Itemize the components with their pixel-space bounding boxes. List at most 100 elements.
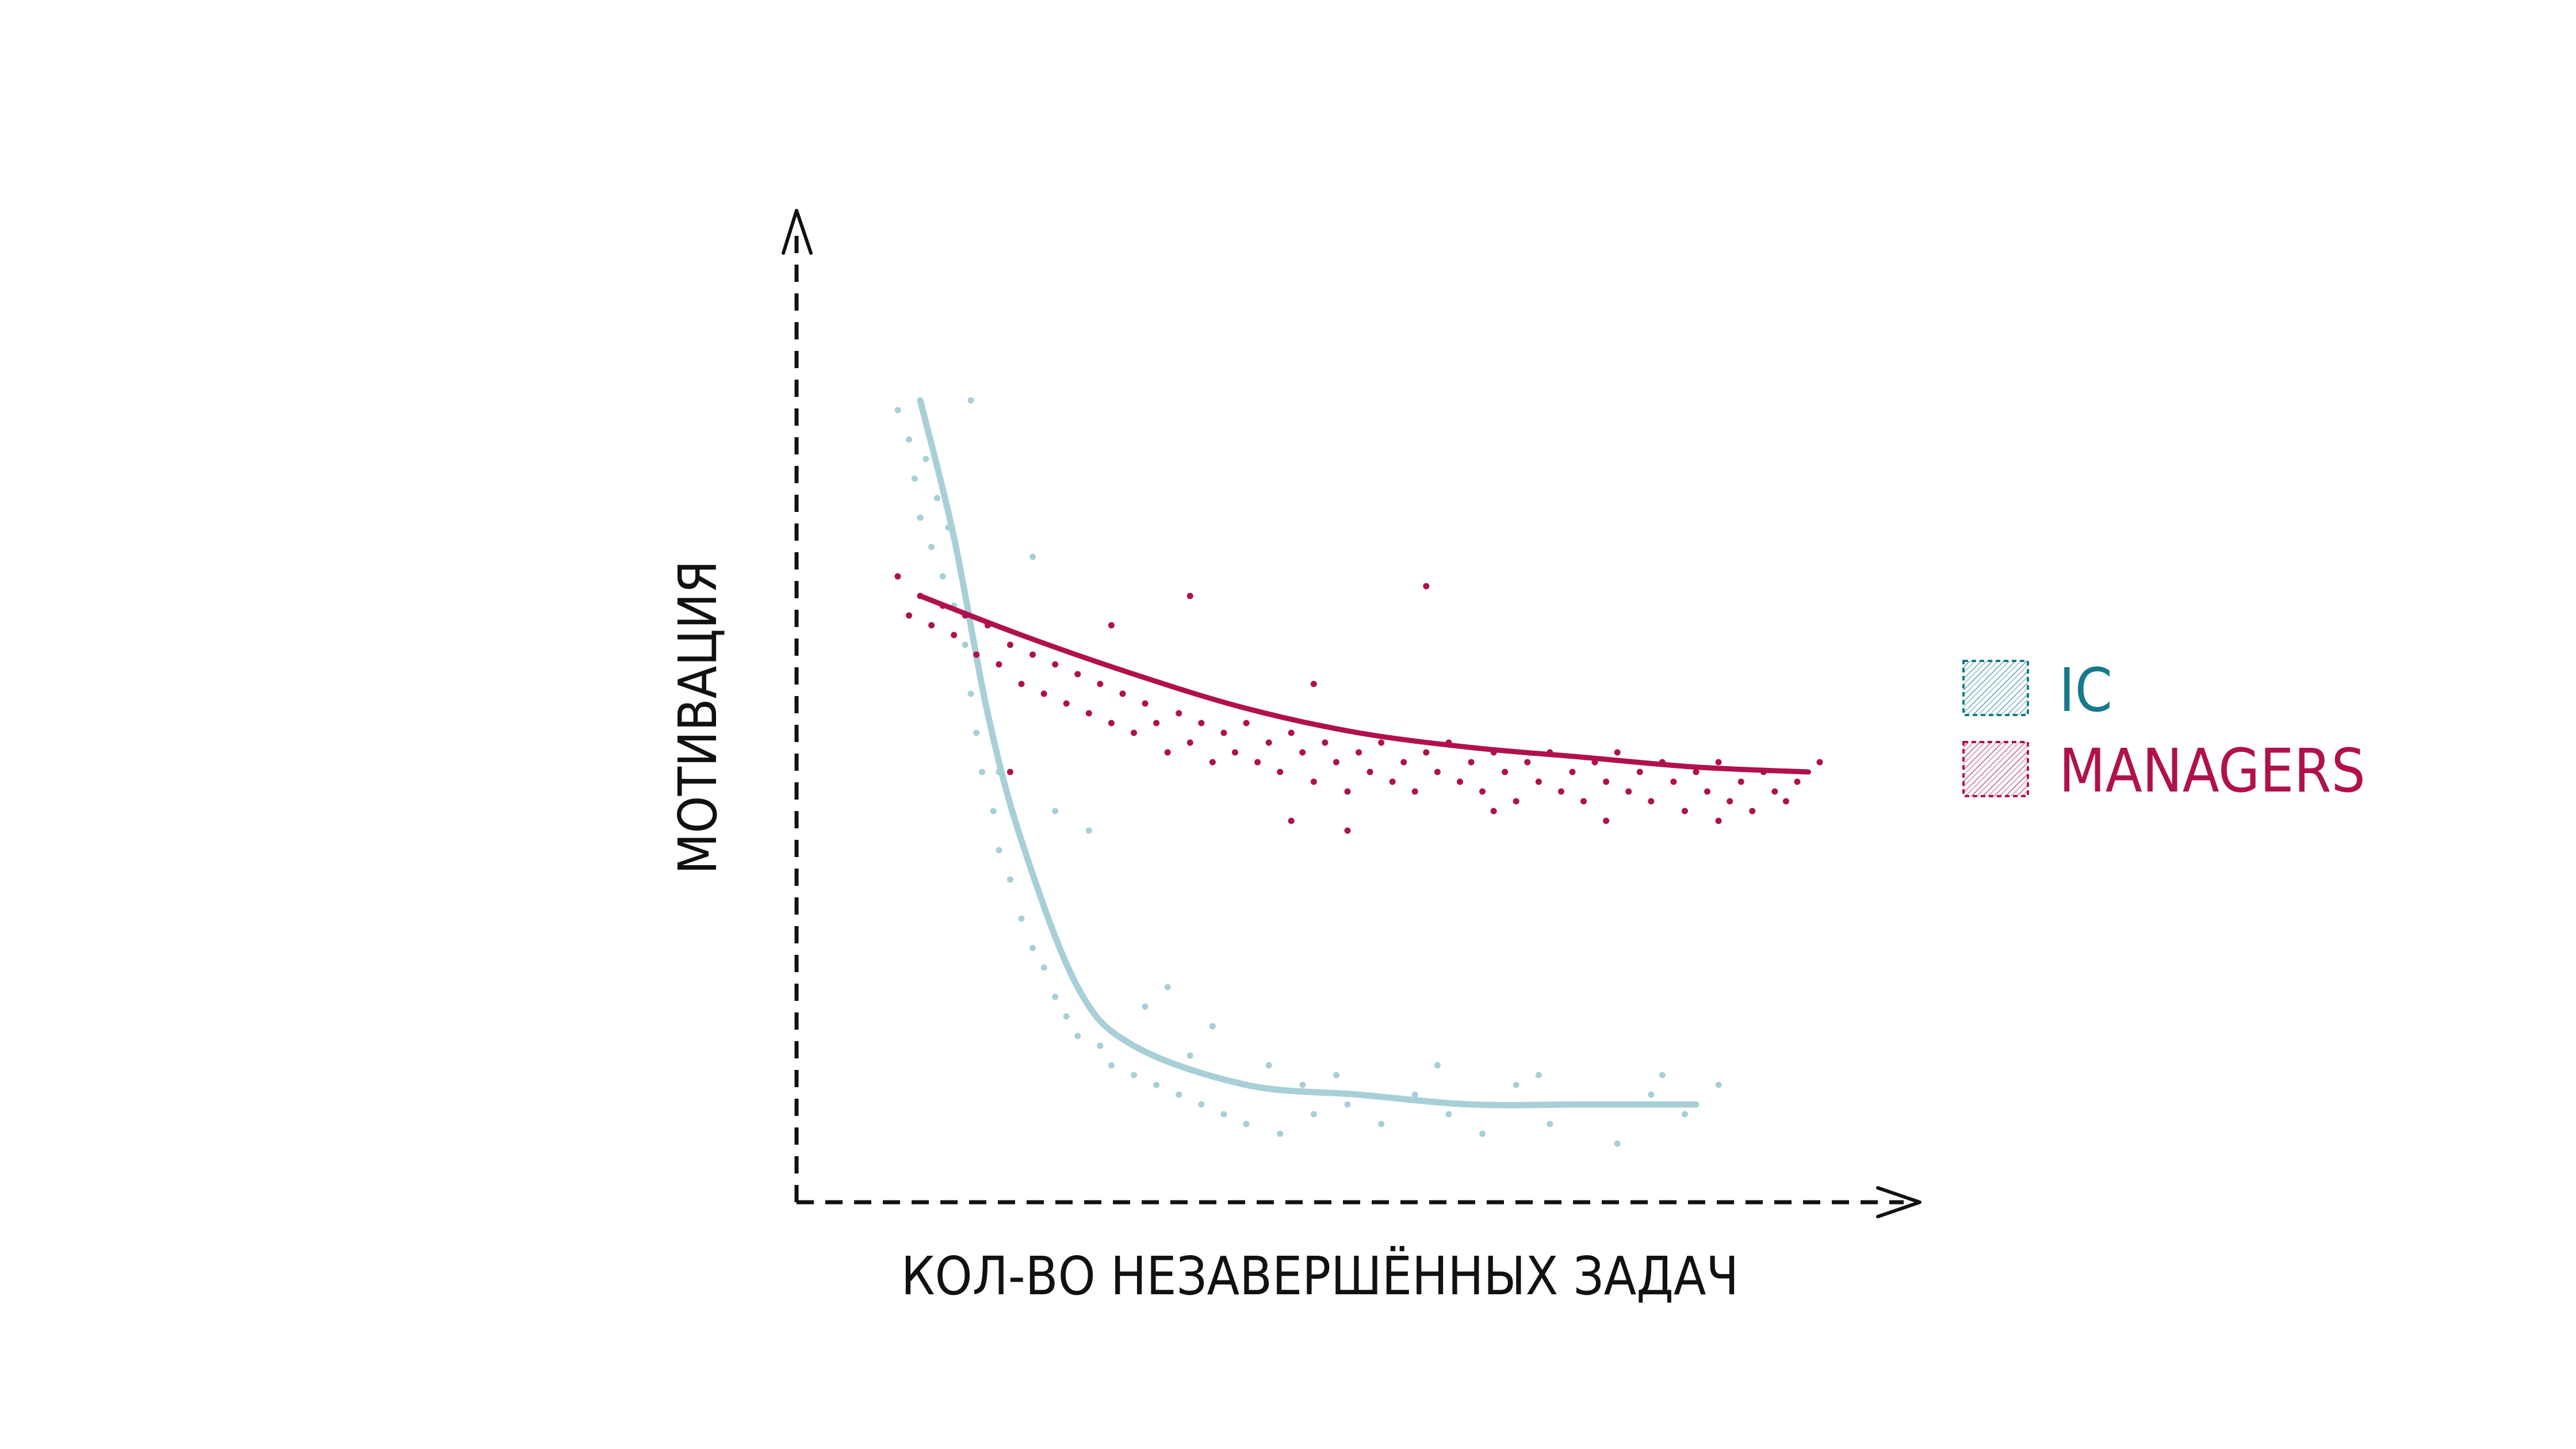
data-point-managers-75	[1737, 778, 1744, 785]
data-point-managers-55	[1513, 798, 1519, 805]
data-point-managers-46	[1411, 788, 1418, 795]
data-point-managers-3	[928, 622, 935, 629]
data-point-ic-5	[928, 544, 935, 550]
data-point-ic-58	[1209, 1023, 1216, 1030]
data-point-ic-10	[962, 641, 969, 648]
data-point-managers-61	[1580, 798, 1587, 805]
data-point-ic-59	[1299, 1081, 1306, 1088]
data-point-ic-17	[1018, 915, 1025, 922]
data-point-ic-28	[1198, 1101, 1205, 1108]
data-point-ic-27	[1176, 1091, 1182, 1098]
data-point-managers-30	[1231, 749, 1238, 756]
data-point-ic-47	[1052, 808, 1059, 815]
data-point-ic-16	[1006, 876, 1013, 883]
data-point-managers-19	[1108, 720, 1115, 727]
data-point-ic-44	[1715, 1081, 1722, 1088]
data-point-ic-13	[979, 769, 986, 775]
data-point-ic-14	[990, 808, 997, 815]
data-point-managers-9	[996, 661, 1002, 668]
data-point-ic-4	[923, 456, 929, 462]
data-point-managers-59	[1557, 788, 1564, 795]
data-point-ic-6	[933, 495, 940, 502]
data-point-managers-37	[1310, 778, 1317, 785]
data-point-managers-63	[1603, 778, 1610, 785]
data-point-managers-85	[1006, 769, 1013, 775]
y-axis-label: МОТИВАЦИЯ	[667, 560, 729, 874]
data-point-managers-18	[1097, 680, 1104, 687]
data-point-ic-53	[1333, 1072, 1339, 1079]
data-point-ic-19	[1040, 964, 1047, 971]
data-point-managers-79	[1782, 798, 1789, 805]
data-point-managers-11	[1018, 680, 1025, 687]
data-point-ic-50	[1142, 1003, 1149, 1010]
data-point-ic-39	[1547, 1121, 1553, 1127]
data-point-ic-25	[1131, 1072, 1137, 1079]
data-point-managers-72	[1704, 788, 1711, 795]
data-point-ic-24	[1108, 1062, 1115, 1069]
data-point-ic-15	[996, 847, 1002, 854]
data-point-ic-54	[1434, 1062, 1441, 1069]
data-point-managers-43	[1378, 739, 1385, 746]
data-point-managers-10	[1006, 641, 1013, 648]
data-point-managers-27	[1198, 720, 1205, 727]
data-point-managers-88	[1288, 817, 1295, 824]
data-point-ic-21	[1063, 1013, 1070, 1020]
data-point-ic-31	[1277, 1130, 1284, 1137]
data-point-managers-14	[1052, 661, 1059, 668]
data-point-ic-29	[1220, 1111, 1227, 1118]
data-point-ic-23	[1097, 1042, 1104, 1049]
data-point-managers-90	[1603, 817, 1610, 824]
data-point-managers-13	[1040, 690, 1047, 697]
data-point-ic-11	[967, 690, 974, 697]
data-point-managers-23	[1153, 720, 1160, 727]
data-point-managers-15	[1063, 700, 1070, 707]
legend-item-ic: IC	[1962, 655, 2112, 725]
data-point-managers-52	[1479, 788, 1486, 795]
data-point-ic-41	[1614, 1140, 1621, 1147]
series-managers	[894, 573, 1823, 834]
data-point-managers-20	[1119, 690, 1126, 697]
data-point-managers-78	[1771, 788, 1778, 795]
y-axis-arrow	[782, 209, 813, 255]
data-point-managers-69	[1670, 778, 1677, 785]
data-point-managers-7	[973, 651, 980, 658]
data-point-ic-20	[1052, 993, 1059, 1000]
data-point-managers-71	[1693, 769, 1700, 775]
data-point-managers-5	[951, 632, 958, 639]
data-point-ic-46	[1029, 553, 1036, 560]
data-point-ic-7	[939, 573, 946, 580]
data-point-managers-87	[1108, 622, 1115, 629]
data-point-managers-80	[1794, 778, 1801, 785]
data-point-ic-48	[1085, 827, 1092, 834]
data-point-ic-45	[967, 397, 974, 404]
data-point-managers-89	[1490, 808, 1497, 815]
data-point-ic-32	[1310, 1111, 1317, 1118]
data-point-managers-42	[1367, 769, 1373, 775]
data-point-ic-38	[1513, 1081, 1519, 1088]
data-point-ic-26	[1153, 1081, 1160, 1088]
data-point-ic-56	[1659, 1072, 1666, 1079]
data-point-managers-82	[1186, 592, 1193, 599]
data-point-ic-57	[1164, 984, 1171, 991]
data-point-ic-22	[1074, 1033, 1081, 1039]
legend-item-managers: MANAGERS	[1962, 736, 2366, 806]
data-point-managers-86	[1310, 680, 1317, 687]
trend-line-managers	[917, 593, 1811, 775]
legend-label-ic: IC	[2059, 655, 2112, 725]
data-point-managers-25	[1176, 710, 1182, 717]
data-point-managers-21	[1131, 729, 1137, 736]
data-point-managers-31	[1243, 720, 1250, 727]
data-point-ic-0	[894, 407, 901, 414]
data-point-managers-45	[1400, 759, 1407, 766]
data-point-managers-1	[906, 612, 912, 619]
data-point-managers-73	[1715, 759, 1722, 766]
data-point-managers-28	[1209, 759, 1216, 766]
data-point-ic-12	[973, 729, 980, 736]
legend-swatch-ic	[1962, 660, 2029, 716]
data-point-managers-40	[1344, 788, 1351, 795]
data-point-managers-66	[1636, 769, 1643, 775]
data-point-managers-74	[1727, 798, 1733, 805]
data-point-managers-54	[1502, 769, 1509, 775]
data-point-managers-60	[1569, 769, 1576, 775]
series-ic	[894, 397, 1722, 1147]
